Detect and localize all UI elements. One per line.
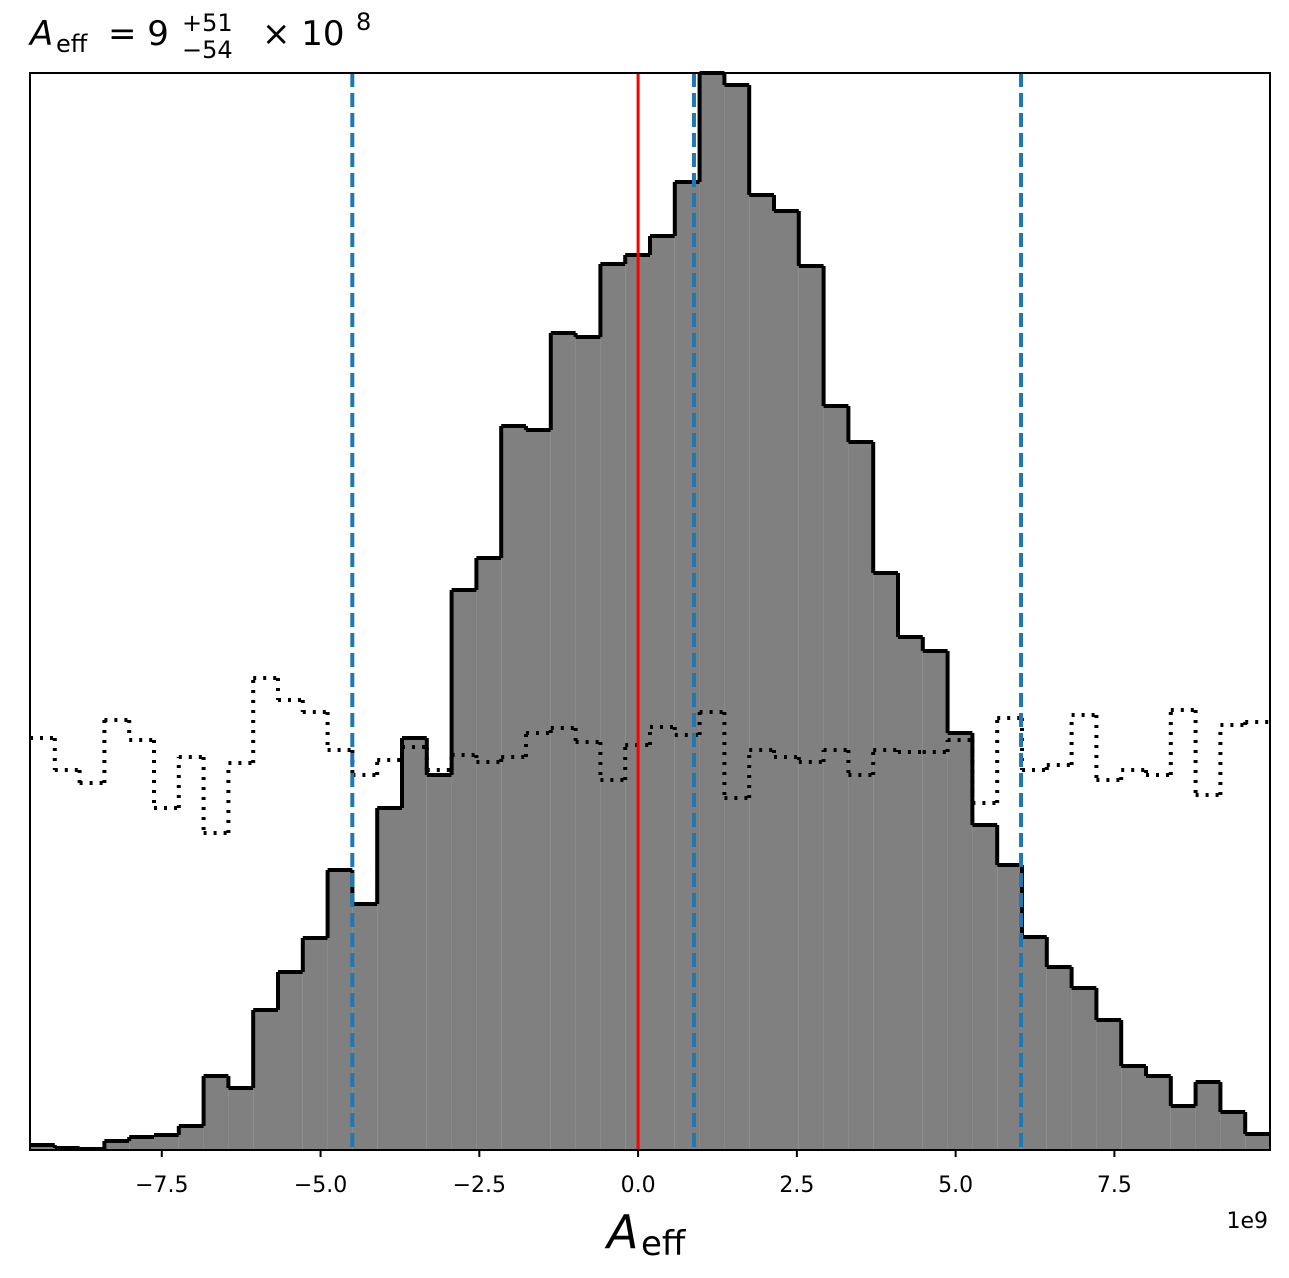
bar [1245,1134,1270,1150]
bar [1046,967,1072,1150]
bar [253,1010,278,1150]
bar [402,738,427,1150]
bar [228,1088,254,1150]
x-tick-label: 7.5 [1097,1173,1132,1198]
bar [550,333,576,1150]
title-exp: 8 [356,8,371,36]
bar [1195,1082,1221,1150]
bar [1220,1112,1246,1150]
bar [178,1126,204,1150]
bar [600,264,626,1150]
title-sup: +51 [182,9,233,37]
x-label-symbol: A [604,1205,638,1259]
bar [203,1076,229,1150]
bar [278,972,303,1150]
bar [30,1145,55,1150]
bar [650,236,675,1150]
bar [774,211,799,1150]
bar [898,637,923,1150]
bar [922,651,948,1150]
x-tick-label: 5.0 [938,1173,973,1198]
bar [798,266,824,1150]
bar [699,73,725,1150]
bar [997,865,1022,1150]
bar [129,1137,154,1150]
x-label-sub: eff [641,1224,687,1264]
bar [724,85,750,1150]
x-tick-label: −5.0 [294,1173,347,1198]
bar [501,426,526,1150]
bar [823,406,849,1150]
bar [1022,937,1047,1150]
bar [1071,988,1097,1150]
bar [1121,1066,1146,1150]
title-symbol: A [28,14,53,54]
offset-label: 1e9 [1226,1209,1268,1234]
title-sub: −54 [182,36,233,64]
x-tick-label: −7.5 [135,1173,188,1198]
x-tick-label: 0.0 [621,1173,656,1198]
x-tick-label: −2.5 [453,1173,506,1198]
bar [749,195,774,1150]
bar [1170,1106,1196,1150]
bar [451,590,477,1150]
bar [352,904,378,1150]
bar [302,938,328,1150]
title-eq: = 9 [108,14,169,54]
plot-frame [29,72,1271,1151]
bar [972,825,998,1150]
bar [947,733,973,1150]
x-tick-label: 2.5 [779,1173,814,1198]
bar [377,808,402,1150]
title-symbol-sub: eff [56,30,88,58]
bar [104,1141,130,1150]
title-times: × 10 [262,14,345,54]
bar [1096,1020,1122,1150]
bar [526,430,551,1150]
bar [873,573,898,1150]
bar [476,558,502,1150]
bar [426,775,452,1150]
bar [1146,1076,1171,1150]
bar [848,442,874,1150]
bar [327,870,353,1150]
bar [154,1135,179,1150]
